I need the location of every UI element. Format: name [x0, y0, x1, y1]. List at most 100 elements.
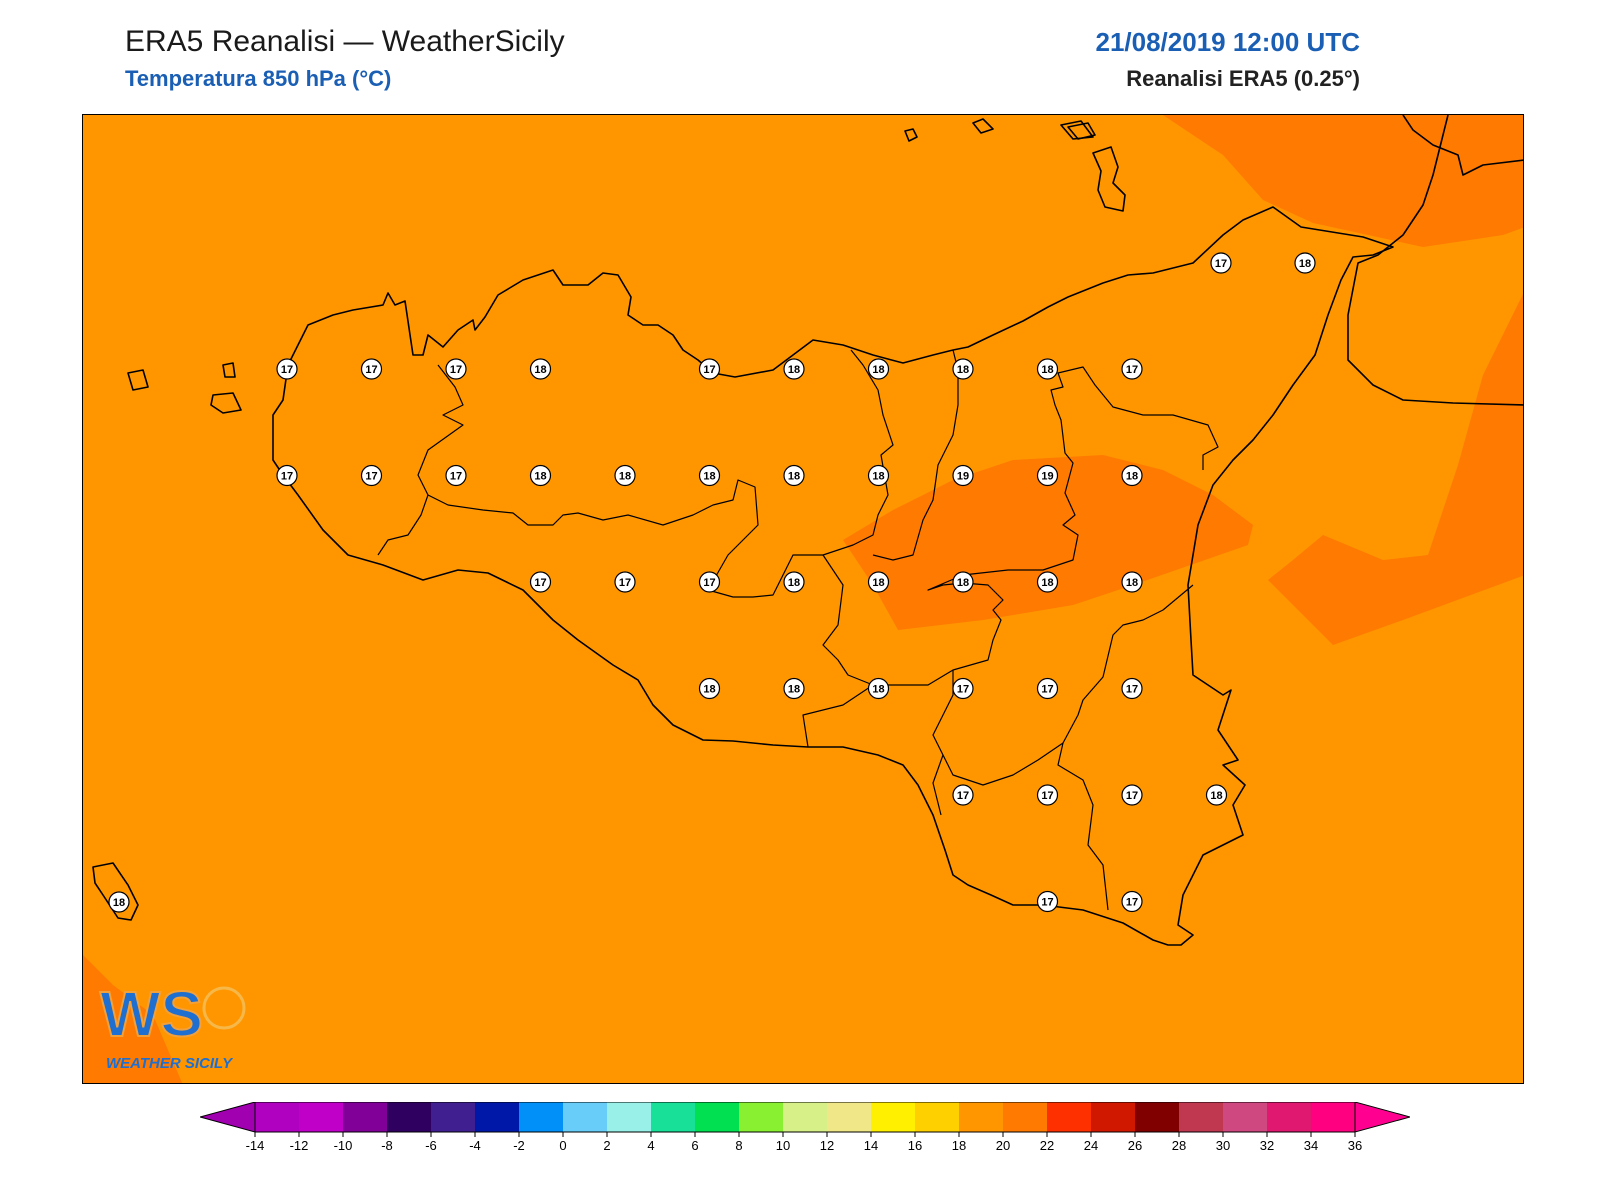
station-value: 17	[957, 790, 969, 802]
station-marker: 17	[445, 358, 467, 380]
station-marker: 18	[529, 464, 552, 487]
colorbar-band	[783, 1102, 828, 1132]
station-value: 18	[957, 364, 969, 376]
station-marker: 17	[1036, 784, 1059, 806]
colorbar-band	[1135, 1102, 1180, 1132]
colorbar-band	[695, 1102, 740, 1132]
logo-mark: WS	[100, 978, 203, 1050]
station-value: 18	[872, 577, 884, 589]
station-marker: 18	[867, 677, 890, 700]
station-marker: 18	[952, 571, 974, 593]
station-value: 18	[788, 577, 800, 589]
station-value: 17	[281, 364, 293, 376]
colorbar-tick-label: -10	[334, 1138, 353, 1153]
island-ustica	[904, 128, 918, 142]
colorbar-band	[1223, 1102, 1268, 1132]
colorbar-band	[255, 1102, 300, 1132]
station-marker: 18	[529, 358, 552, 380]
station-value: 17	[1041, 790, 1053, 802]
station-value: 17	[281, 471, 293, 483]
station-value: 18	[788, 684, 800, 696]
colorbar-band	[387, 1102, 432, 1132]
station-marker: 17	[1036, 890, 1059, 913]
station-value: 18	[872, 364, 884, 376]
station-value: 18	[788, 471, 800, 483]
station-marker: 17	[1121, 358, 1143, 380]
colorbar-tick-label: 6	[691, 1138, 698, 1153]
island-alicudi-filicudi	[972, 118, 1094, 140]
egadi-islands	[127, 362, 242, 414]
colorbar-band	[827, 1102, 872, 1132]
station-value: 17	[1041, 897, 1053, 909]
colorbar-band	[431, 1102, 476, 1132]
colorbar-band	[475, 1102, 520, 1132]
station-value: 17	[365, 364, 377, 376]
temperature-colorbar: -14 -12 -10 -8 -6 -4 -2 0 2 4 6 8 10 12 14 16 18 20 22 24 26…	[200, 1102, 1410, 1153]
map-panel[interactable]: 17 17 17 18 17 18 18 18 18 17 17 17 17 18 18 18 18 18 19 19…	[82, 114, 1524, 1084]
station-marker: 17	[952, 677, 974, 700]
colorbar-tick-label: 26	[1128, 1138, 1142, 1153]
colorbar-tick-label: -6	[425, 1138, 437, 1153]
station-marker: 17	[614, 571, 636, 593]
map-subtitle: Temperatura 850 hPa (°C)	[125, 66, 392, 91]
island-lipari-vulcano	[1092, 146, 1126, 212]
station-value: 18	[619, 471, 631, 483]
colorbar-band	[519, 1102, 564, 1132]
station-marker: 17	[276, 358, 298, 380]
coastlines	[92, 115, 1523, 946]
colorbar-tick-label: -12	[290, 1138, 309, 1153]
colorbar-tick-label: -2	[513, 1138, 525, 1153]
colorbar-tick-label: 14	[864, 1138, 878, 1153]
station-value: 18	[534, 471, 546, 483]
station-marker: 17	[1121, 677, 1143, 700]
station-marker: 18	[1036, 358, 1059, 380]
station-value: 18	[534, 364, 546, 376]
province-boundaries	[377, 349, 1219, 911]
station-marker: 18	[783, 677, 805, 700]
colorbar-band	[1047, 1102, 1092, 1132]
station-value: 17	[957, 684, 969, 696]
warm-region-central	[843, 455, 1253, 630]
map-title: ERA5 Reanalisi — WeatherSicily	[125, 25, 565, 58]
station-value: 17	[1126, 364, 1138, 376]
colorbar-ticks: -14 -12 -10 -8 -6 -4 -2 0 2 4 6 8 10 12 14 16 18 20 22 24 26…	[246, 1132, 1362, 1153]
station-marker: 17	[1210, 252, 1232, 274]
colorbar-tick-label: 12	[820, 1138, 834, 1153]
station-value: 17	[365, 471, 377, 483]
station-marker: 18	[108, 891, 130, 913]
station-value: 18	[1041, 364, 1053, 376]
station-value: 18	[1041, 577, 1053, 589]
station-marker: 17	[698, 358, 721, 380]
station-value: 17	[450, 364, 462, 376]
station-value: 17	[534, 577, 546, 589]
station-value: 17	[619, 577, 631, 589]
island-salina	[1067, 122, 1096, 140]
colorbar-tick-label: 16	[908, 1138, 922, 1153]
colorbar-bands	[200, 1102, 1410, 1133]
station-value: 17	[1126, 790, 1138, 802]
station-marker: 17	[1036, 677, 1059, 700]
station-marker: 17	[276, 464, 298, 487]
sun-icon	[202, 986, 246, 1030]
station-value: 17	[1126, 684, 1138, 696]
colorbar-tick-label: 28	[1172, 1138, 1186, 1153]
warm-region-east	[1268, 294, 1523, 645]
station-marker: 18	[1036, 571, 1059, 593]
colorbar-tick-label: 36	[1348, 1138, 1362, 1153]
station-value: 17	[703, 364, 715, 376]
station-value: 18	[872, 684, 884, 696]
station-value: 18	[703, 471, 715, 483]
colorbar-band	[299, 1102, 344, 1132]
station-marker: 17	[360, 464, 383, 487]
temperature-map: 17 17 17 18 17 18 18 18 18 17 17 17 17 18 18 18 18 18 19 19…	[83, 115, 1523, 1083]
station-marker: 17	[360, 358, 383, 380]
warm-region-southwest	[83, 955, 183, 1083]
weather-sicily-logo: WS WEATHER SICILY	[99, 978, 246, 1072]
station-value: 18	[957, 577, 969, 589]
colorbar-tick-label: -14	[246, 1138, 265, 1153]
station-marker: 18	[783, 358, 805, 380]
colorbar-tick-label: 8	[735, 1138, 742, 1153]
station-value: 18	[872, 471, 884, 483]
colorbar-under-arrow	[200, 1102, 256, 1133]
warm-region-northeast	[1163, 115, 1523, 247]
